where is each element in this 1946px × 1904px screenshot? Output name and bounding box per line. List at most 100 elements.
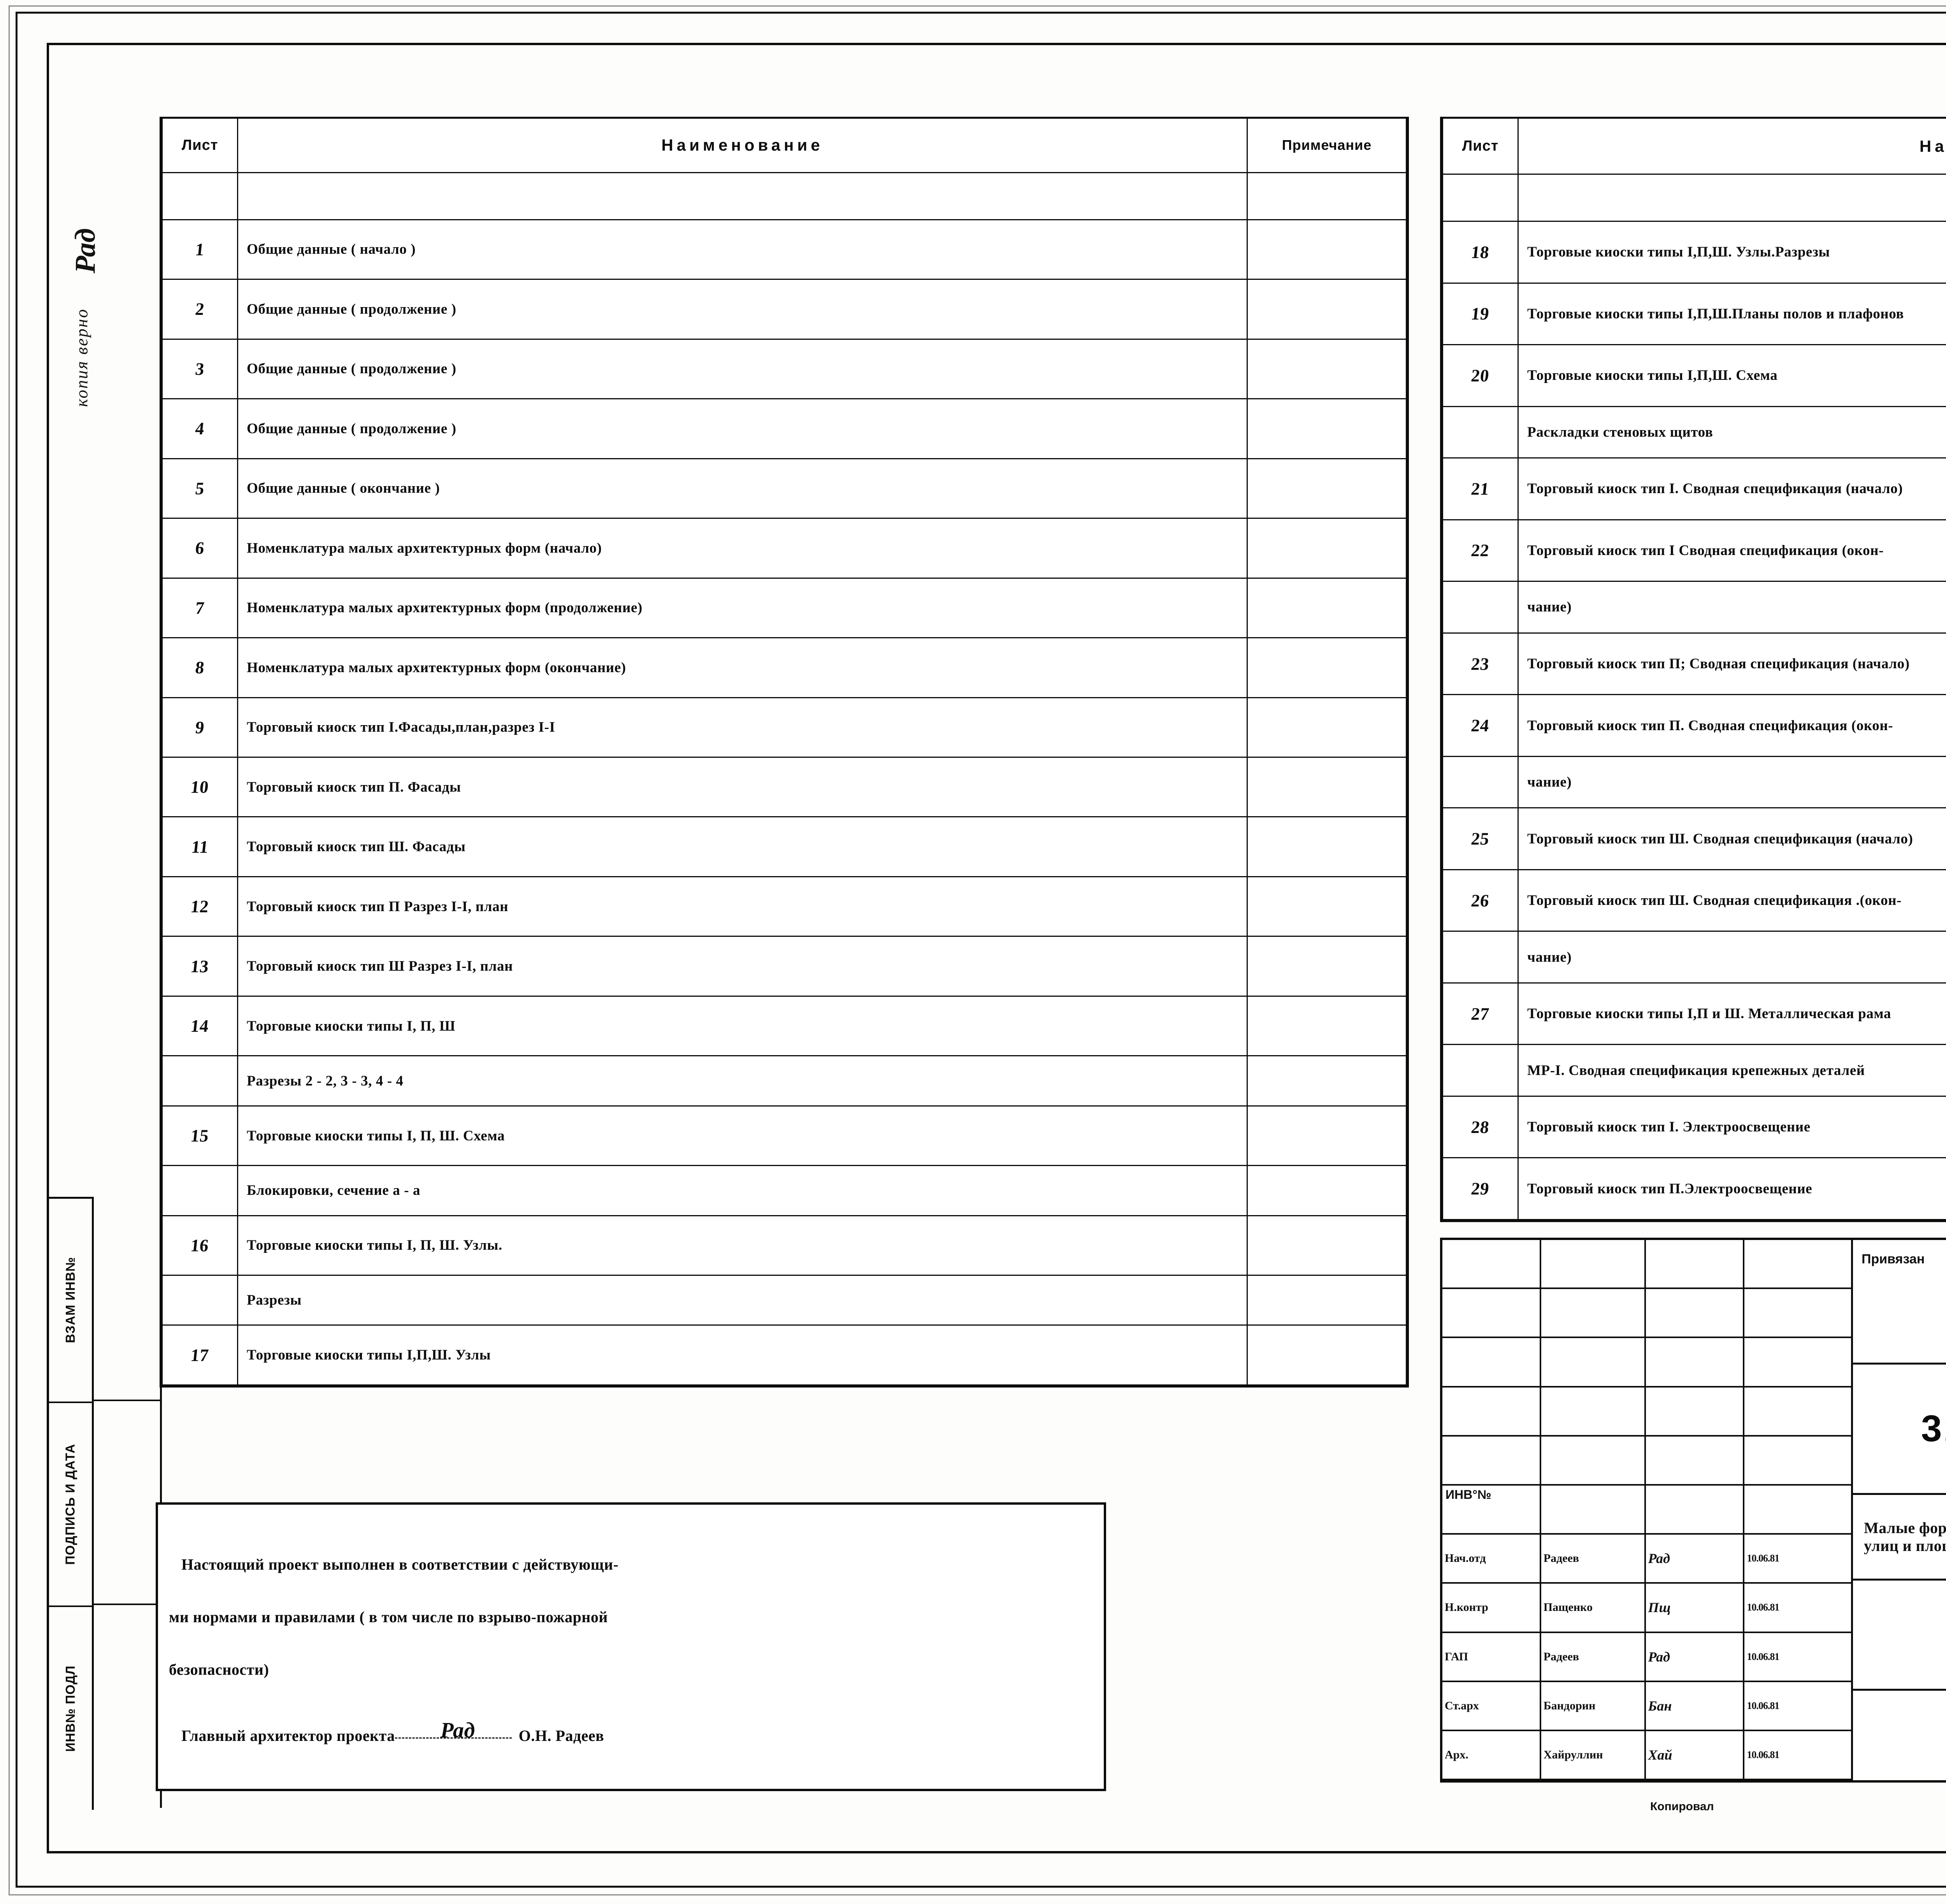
signature-row-empty-2[interactable]: [1442, 1289, 1851, 1338]
index-row[interactable]: Блокировки, сечение а - а: [162, 1165, 1407, 1216]
index-row-name: Торговые киоски типы I, П, Ш. Узлы.: [237, 1215, 1248, 1276]
index-row-note: [1247, 518, 1407, 579]
signature-cell-name[interactable]: [1541, 1485, 1646, 1533]
index-row-note: [1247, 637, 1407, 698]
index-row[interactable]: чание): [1442, 755, 1946, 809]
signature-row-empty-1[interactable]: [1442, 1240, 1851, 1289]
index-row[interactable]: 28 Торговый киоск тип I. Электроосвещение: [1442, 1095, 1946, 1159]
signature-cell-date[interactable]: [1744, 1486, 1851, 1533]
index-row[interactable]: 11 Торговый киоск тип Ш. Фасады: [162, 816, 1407, 877]
index-row-sheet-number: 28: [1442, 1095, 1519, 1159]
title-block: Нач.отд Радеев Рад 10.06.81 Н.контр Паще…: [1440, 1238, 1946, 1783]
signature-cell-role[interactable]: [1442, 1387, 1541, 1435]
index-row-name: Торговый киоск тип П. Фасады: [237, 756, 1248, 818]
signature-cell-sign[interactable]: [1646, 1338, 1745, 1386]
signature-cell-sign[interactable]: [1646, 1240, 1745, 1288]
index-row-name: Торговые киоски типы I,П,Ш. Схема: [1517, 344, 1946, 407]
index-row[interactable]: 4 Общие данные ( продолжение ): [162, 398, 1407, 459]
signature-cell-date[interactable]: [1744, 1289, 1851, 1337]
margin-entry-inv-podl[interactable]: [92, 1605, 160, 1808]
index-row[interactable]: Разрезы: [162, 1275, 1407, 1326]
index-row[interactable]: 29 Торговый киоск тип П.Электроосвещение: [1442, 1157, 1946, 1220]
signature-cell-sign[interactable]: [1646, 1436, 1745, 1484]
signature-cell-role[interactable]: [1442, 1338, 1541, 1386]
index-row[interactable]: 16 Торговые киоски типы I, П, Ш. Узлы.: [162, 1215, 1407, 1276]
index-row[interactable]: 6 Номенклатура малых архитектурных форм (…: [162, 518, 1407, 579]
signature-row-gap[interactable]: ГАП Радеев Рад 10.06.81: [1442, 1633, 1851, 1682]
index-row-sheet-number: 24: [1442, 694, 1519, 757]
title-block-main: Привязан 310-1-22 МФ1 Малые формы и элем…: [1853, 1240, 1946, 1780]
signature-cell-sign[interactable]: [1646, 1485, 1745, 1533]
index-row[interactable]: 18 Торговые киоски типы I,П,Ш. Узлы.Разре…: [1442, 221, 1946, 284]
index-row[interactable]: чание): [1442, 581, 1946, 634]
index-row[interactable]: 10 Торговый киоск тип П. Фасады: [162, 756, 1407, 818]
signature-cell-name[interactable]: [1541, 1436, 1646, 1484]
index-row[interactable]: [162, 172, 1407, 220]
index-row[interactable]: 2 Общие данные ( продолжение ): [162, 279, 1407, 340]
signature-cell-date[interactable]: [1744, 1437, 1851, 1484]
signature-cell-name[interactable]: [1541, 1240, 1646, 1288]
index-row-sheet-number: 14: [162, 995, 238, 1057]
index-row[interactable]: МР-I. Сводная спецификация крепежных дет…: [1442, 1044, 1946, 1097]
signature-cell-sign[interactable]: [1646, 1289, 1745, 1337]
index-row[interactable]: 14 Торговые киоски типы I, П, Ш: [162, 995, 1407, 1057]
index-row[interactable]: 21 Торговый киоск тип I. Сводная специфик…: [1442, 457, 1946, 520]
index-row[interactable]: 17 Торговые киоски типы I,П,Ш. Узлы: [162, 1324, 1407, 1386]
index-row[interactable]: 9 Торговый киоск тип I.Фасады,план,разрез…: [162, 697, 1407, 758]
signature-cell-role[interactable]: [1442, 1240, 1541, 1288]
signature-row-empty-3[interactable]: [1442, 1338, 1851, 1388]
signature-cell-name[interactable]: [1541, 1289, 1646, 1337]
signature-cell-name[interactable]: [1541, 1338, 1646, 1386]
index-row[interactable]: 20 Торговые киоски типы I,П,Ш. Схема: [1442, 344, 1946, 407]
index-row[interactable]: 23 Торговый киоск тип П; Сводная специфик…: [1442, 632, 1946, 696]
signature-row-empty-4[interactable]: [1442, 1387, 1851, 1437]
chief-architect-label: Главный архитектор проекта: [181, 1727, 395, 1744]
index-row[interactable]: 15 Торговые киоски типы I, П, Ш. Схема: [162, 1105, 1407, 1166]
privyazan-label: Привязан: [1862, 1252, 1925, 1266]
index-row[interactable]: 25 Торговый киоск тип Ш. Сводная специфик…: [1442, 807, 1946, 870]
signature-row-empty-5[interactable]: [1442, 1436, 1851, 1486]
index-row[interactable]: 13 Торговый киоск тип Ш Разрез I-I, план: [162, 936, 1407, 997]
margin-entry-strip[interactable]: [92, 1197, 162, 1808]
index-row-sheet-number: 1: [162, 219, 238, 280]
index-row[interactable]: Разрезы 2 - 2, 3 - 3, 4 - 4: [162, 1055, 1407, 1107]
signature-cell-role[interactable]: [1442, 1485, 1541, 1533]
index-row[interactable]: 27 Торговые киоски типы I,П и Ш. Металлич…: [1442, 982, 1946, 1045]
signature-row-empty-6[interactable]: [1442, 1485, 1851, 1535]
margin-entry-podpis-data[interactable]: [92, 1401, 160, 1605]
signature-cell-date[interactable]: [1744, 1240, 1851, 1287]
margin-entry-vzam-inv[interactable]: [92, 1197, 160, 1401]
signature-row-nach-otd[interactable]: Нач.отд Радеев Рад 10.06.81: [1442, 1535, 1851, 1584]
index-row[interactable]: 3 Общие данные ( продолжение ): [162, 338, 1407, 400]
signature-cell-role[interactable]: [1442, 1289, 1541, 1337]
index-row[interactable]: Раскладки стеновых щитов: [1442, 406, 1946, 459]
signature-cell-date[interactable]: [1744, 1338, 1851, 1386]
index-row[interactable]: 12 Торговый киоск тип П Разрез I-I, план: [162, 876, 1407, 937]
index-row[interactable]: 1 Общие данные ( начало ): [162, 219, 1407, 280]
index-row-note: [1247, 577, 1407, 639]
index-row-name: Торговые киоски типы I, П, Ш. Схема: [237, 1105, 1248, 1166]
index-row[interactable]: 22 Торговый киоск тип I Сводная специфика…: [1442, 519, 1946, 582]
index-row[interactable]: 8 Номенклатура малых архитектурных форм (…: [162, 637, 1407, 698]
index-row-name: Номенклатура малых архитектурных форм (о…: [237, 637, 1248, 698]
signature-cell-role[interactable]: [1442, 1436, 1541, 1484]
signature-row-n-kontr[interactable]: Н.контр Пащенко Пщ 10.06.81: [1442, 1584, 1851, 1633]
index-row[interactable]: чание): [1442, 931, 1946, 984]
index-row[interactable]: 24 Торговый киоск тип П. Сводная специфик…: [1442, 694, 1946, 757]
index-row-name: Раскладки стеновых щитов: [1517, 406, 1946, 459]
signature-cell-sign[interactable]: [1646, 1387, 1745, 1435]
index-row[interactable]: 19 Торговые киоски типы I,П,Ш.Планы полов…: [1442, 282, 1946, 346]
signature-row-arh[interactable]: Арх. Хайруллин Хай 10.06.81: [1442, 1731, 1851, 1781]
index-row[interactable]: 26 Торговый киоск тип Ш. Сводная специфик…: [1442, 869, 1946, 932]
index-row[interactable]: 7 Номенклатура малых архитектурных форм (…: [162, 577, 1407, 639]
signature-cell-name[interactable]: [1541, 1387, 1646, 1435]
index-row-sheet-number: [1442, 1044, 1519, 1097]
signature-cell-date[interactable]: [1744, 1388, 1851, 1435]
index-row[interactable]: 5 Общие данные ( окончание ): [162, 458, 1407, 519]
index-row[interactable]: [1442, 174, 1946, 222]
signature-row-st-arh[interactable]: Ст.арх Бандорин Бан 10.06.81: [1442, 1682, 1851, 1731]
privyazan-cell[interactable]: Привязан: [1853, 1240, 1946, 1363]
